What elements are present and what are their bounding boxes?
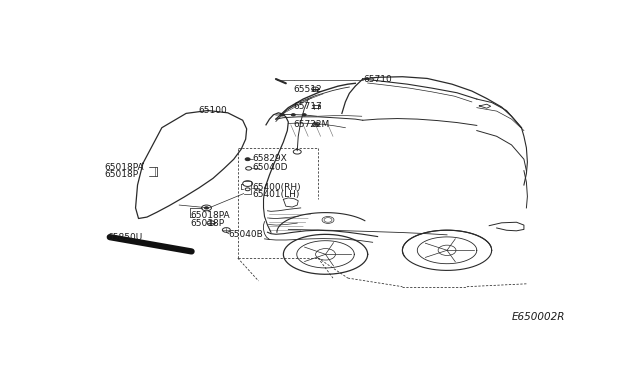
Text: 65018P: 65018P [190, 219, 224, 228]
Text: 65018PA: 65018PA [190, 211, 230, 221]
Text: 65850U: 65850U [108, 232, 143, 242]
Text: 65040D: 65040D [253, 163, 288, 172]
Text: 65512: 65512 [293, 85, 322, 94]
Text: 65018PA: 65018PA [105, 163, 145, 172]
Circle shape [291, 114, 295, 116]
Text: 65722M: 65722M [293, 121, 330, 129]
Text: 65018P: 65018P [105, 170, 139, 179]
Text: 65717: 65717 [293, 102, 322, 111]
Circle shape [205, 207, 209, 209]
Text: 65400(RH): 65400(RH) [253, 183, 301, 192]
Text: 65829X: 65829X [253, 154, 287, 163]
Text: 65710: 65710 [364, 76, 392, 84]
Circle shape [315, 124, 317, 125]
Text: 65100: 65100 [198, 106, 227, 115]
Circle shape [280, 114, 284, 116]
Circle shape [302, 114, 306, 116]
Circle shape [245, 158, 250, 161]
Text: E650002R: E650002R [511, 312, 565, 322]
Text: 65401(LH): 65401(LH) [253, 190, 300, 199]
Text: 65040B: 65040B [229, 230, 264, 239]
